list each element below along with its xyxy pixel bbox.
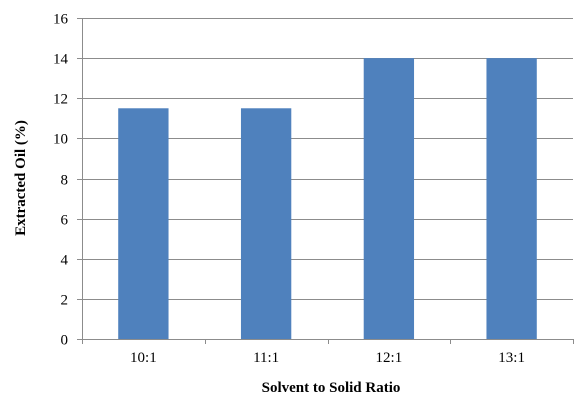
x-axis-title: Solvent to Solid Ratio (262, 380, 401, 396)
bar-11-to-1 (240, 108, 292, 339)
bar-12-to-1 (363, 58, 415, 339)
y-tick-label: 4 (61, 253, 69, 269)
y-tick-label: 8 (61, 173, 69, 189)
x-tick-label: 11:1 (253, 350, 279, 366)
y-tick-label: 6 (61, 213, 69, 229)
bar-10-to-1 (118, 108, 169, 339)
y-axis-title: Extracted Oil (%) (13, 120, 29, 236)
y-tick-label: 2 (61, 293, 69, 309)
x-tick-labels: 10:1 11:1 12:1 13:1 (130, 350, 525, 366)
y-tick-label: 12 (53, 92, 68, 108)
bar-13-to-1 (486, 58, 537, 339)
y-tick-label: 0 (61, 333, 69, 349)
y-tick-labels: 0 2 4 6 8 10 12 14 16 (53, 12, 69, 349)
y-tick-label: 14 (53, 52, 69, 68)
x-tick-label: 10:1 (130, 350, 157, 366)
axes (77, 18, 574, 344)
y-tick-label: 16 (53, 12, 69, 28)
bars (118, 58, 537, 339)
x-tick-label: 12:1 (376, 350, 403, 366)
x-tick-label: 13:1 (498, 350, 525, 366)
y-tick-label: 10 (53, 132, 68, 148)
